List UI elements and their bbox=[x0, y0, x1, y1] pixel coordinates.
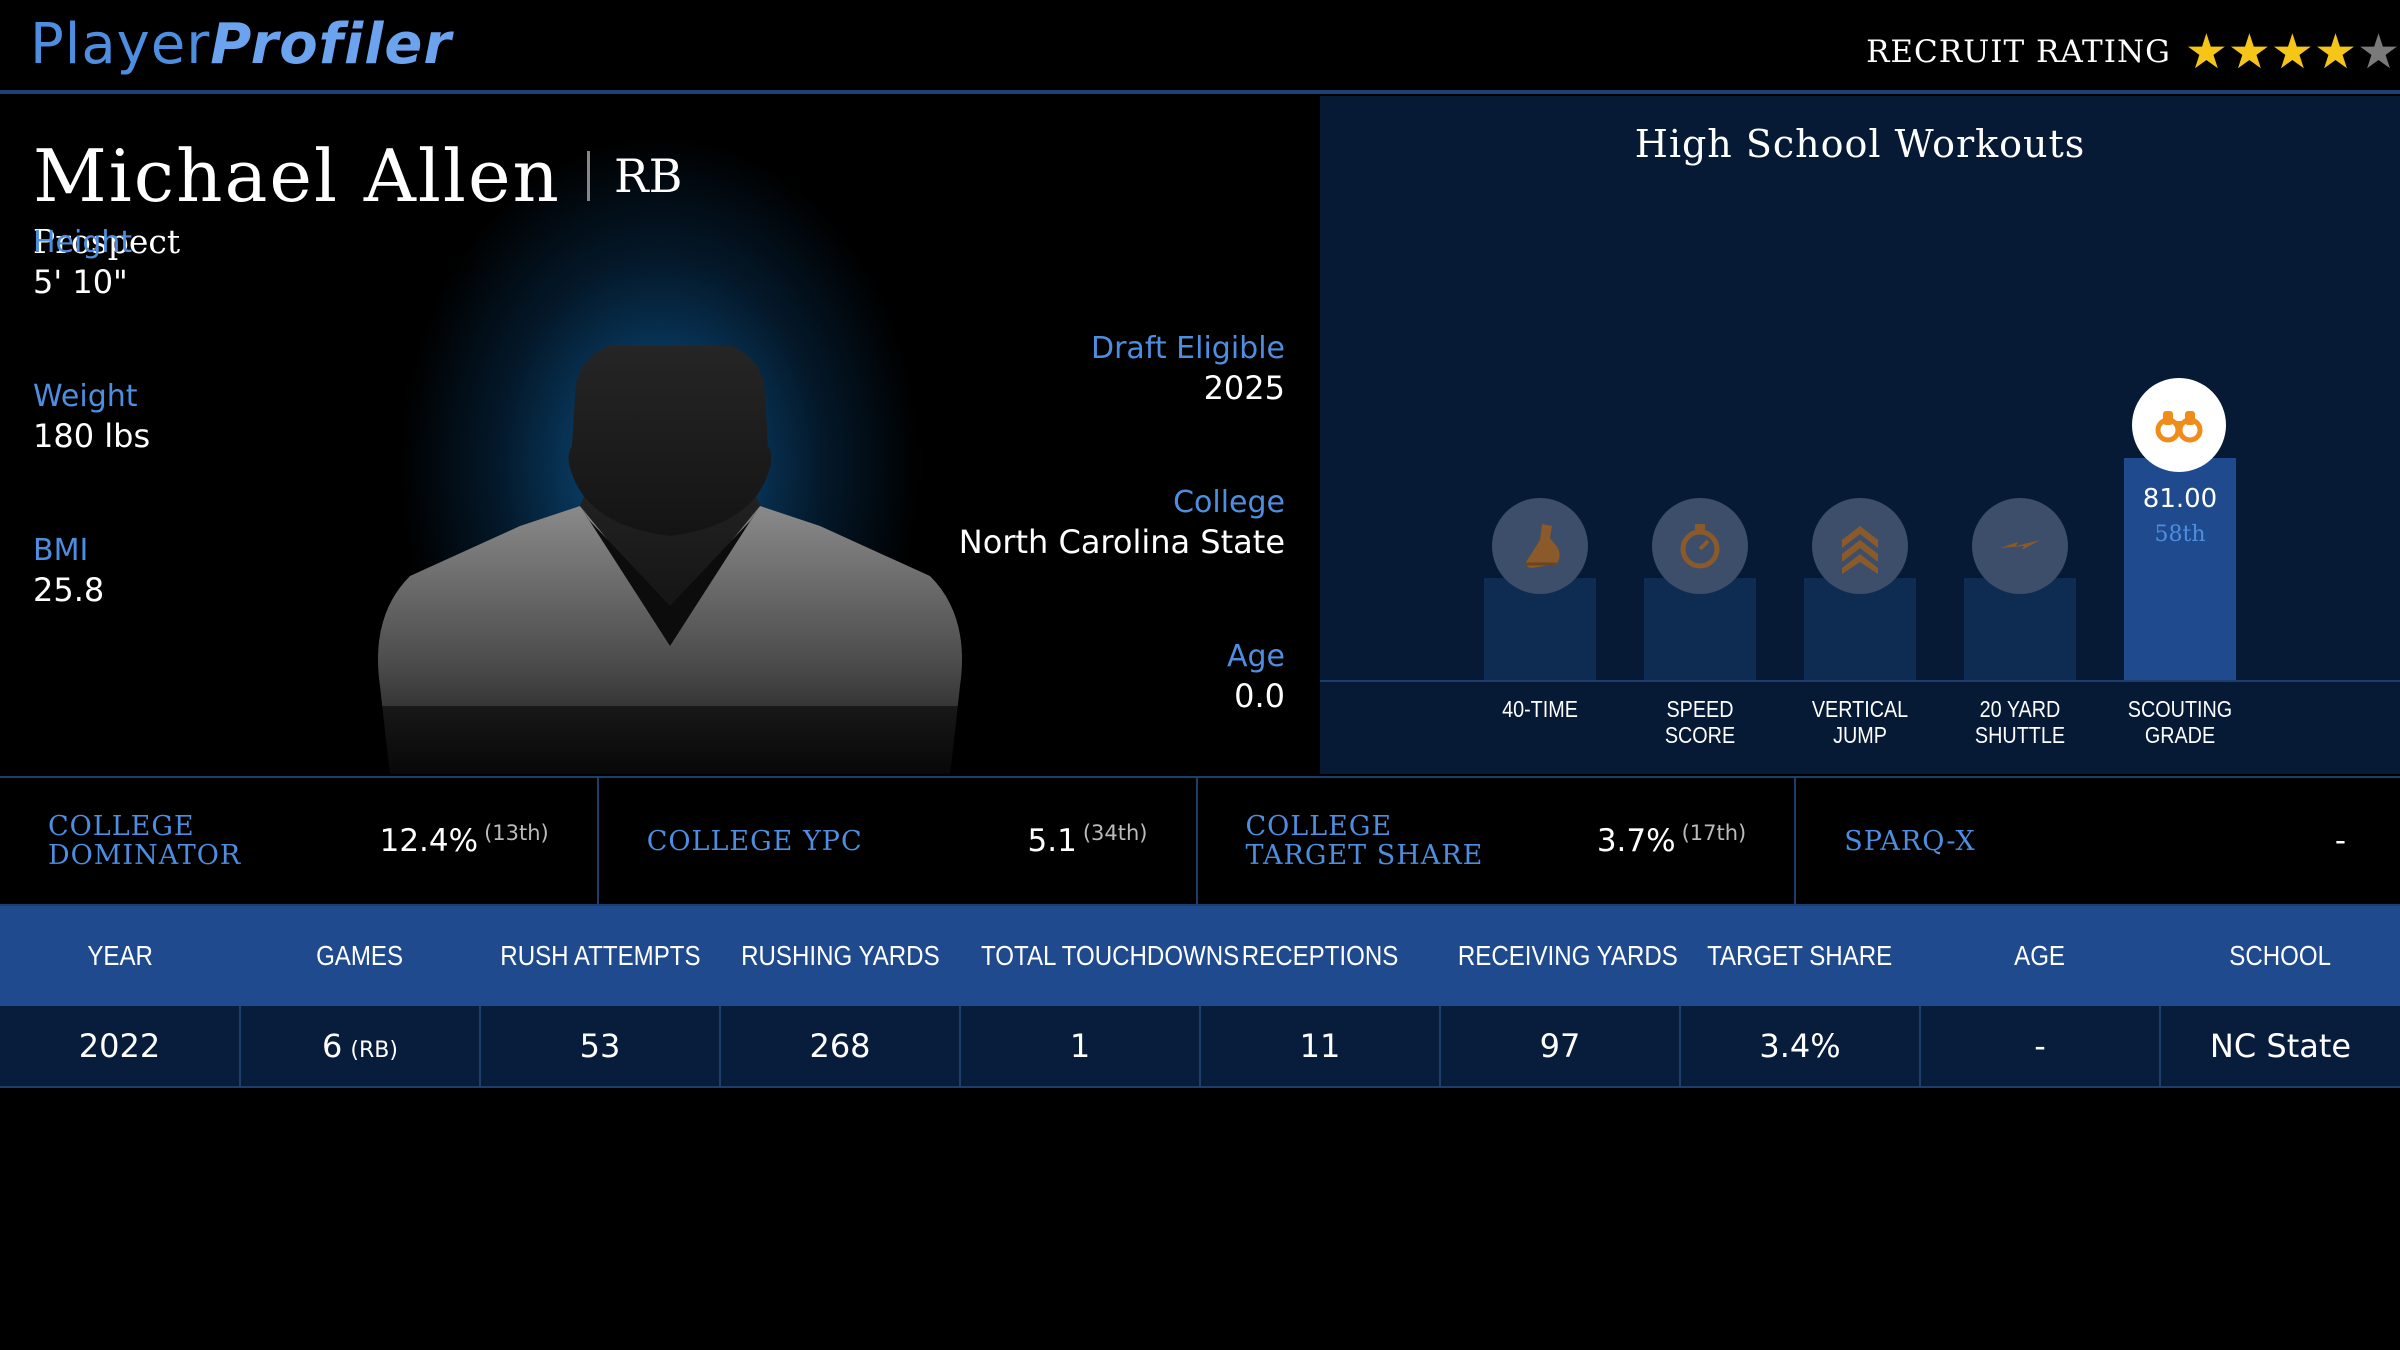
table-row: 2022 6 (RB) 53 268 1 11 97 3.4% - NC Stat… bbox=[0, 1006, 2400, 1088]
cell-receiving-yards: 97 bbox=[1440, 1006, 1681, 1088]
metric-value: - bbox=[2334, 823, 2346, 859]
star-filled-icon: ★ bbox=[2313, 24, 2357, 80]
workout-bar-20-yard-shuttle bbox=[1964, 578, 2076, 680]
col-header-school[interactable]: SCHOOL bbox=[2160, 906, 2400, 1006]
workout-bar-40-time bbox=[1484, 578, 1596, 680]
cell-rushing-yards: 268 bbox=[720, 1006, 961, 1088]
top-header: PlayerProfiler RECRUIT RATING ★★★★★ bbox=[0, 0, 2400, 94]
workouts-title: High School Workouts bbox=[1634, 122, 2086, 166]
binoculars-icon[interactable] bbox=[2132, 378, 2226, 472]
college-stat: College North Carolina State bbox=[959, 484, 1285, 562]
metric-sparq-x[interactable]: SPARQ-X - bbox=[1796, 776, 2400, 906]
cell-total-touchdowns: 1 bbox=[960, 1006, 1201, 1088]
player-position: RB bbox=[613, 149, 683, 203]
draft-eligible-label: Draft Eligible bbox=[1091, 331, 1285, 366]
scouting-grade-score: 81.00 bbox=[2142, 484, 2218, 514]
height-stat: Height 5' 10" bbox=[33, 224, 132, 302]
bmi-value: 25.8 bbox=[33, 571, 105, 609]
age-value: 0.0 bbox=[1234, 677, 1285, 715]
cell-games: 6 (RB) bbox=[240, 1006, 481, 1088]
workouts-baseline bbox=[1320, 680, 2400, 682]
col-header-age[interactable]: AGE bbox=[1920, 906, 2160, 1006]
workout-bar-vertical-jump bbox=[1804, 578, 1916, 680]
workout-bar-speed-score bbox=[1644, 578, 1756, 680]
cell-age: - bbox=[1920, 1006, 2161, 1088]
lightning-icon[interactable] bbox=[1972, 498, 2068, 594]
metric-value: 5.1 (34th) bbox=[1027, 821, 1148, 859]
metric-value: 12.4% (13th) bbox=[379, 821, 549, 859]
star-filled-icon: ★ bbox=[2184, 24, 2228, 80]
stopwatch-icon[interactable] bbox=[1652, 498, 1748, 594]
weight-value: 180 lbs bbox=[33, 417, 151, 455]
bmi-stat: BMI 25.8 bbox=[33, 532, 104, 610]
metric-label: COLLEGE TARGET SHARE bbox=[1245, 811, 1484, 871]
cell-rush-attempts: 53 bbox=[480, 1006, 721, 1088]
col-header-games[interactable]: GAMES bbox=[240, 906, 480, 1006]
weight-label: Weight bbox=[33, 379, 138, 414]
col-header-rush-attempts[interactable]: RUSH ATTEMPTS bbox=[480, 906, 720, 1006]
star-empty-icon: ★ bbox=[2356, 24, 2400, 80]
bmi-label: BMI bbox=[33, 533, 89, 568]
col-header-target-share[interactable]: TARGET SHARE bbox=[1680, 906, 1920, 1006]
player-profiler-logo[interactable]: PlayerProfiler bbox=[30, 10, 452, 80]
player-profile-panel: Michael Allen RB Prospect Height 5' 10" bbox=[0, 96, 1320, 774]
cell-year: 2022 bbox=[0, 1006, 241, 1088]
college-label: College bbox=[1173, 485, 1285, 520]
college-metrics-strip: COLLEGE DOMINATOR 12.4% (13th) COLLEGE YP… bbox=[0, 776, 2400, 906]
workout-label-scouting-grade: SCOUTING GRADE bbox=[2127, 696, 2233, 748]
workout-label-40-time: 40-TIME bbox=[1502, 696, 1578, 722]
col-header-year[interactable]: YEAR bbox=[0, 906, 240, 1006]
draft-eligible-stat: Draft Eligible 2025 bbox=[1091, 330, 1285, 408]
metric-label: SPARQ-X bbox=[1844, 825, 1976, 857]
star-filled-icon: ★ bbox=[2270, 24, 2314, 80]
chevrons-up-icon[interactable] bbox=[1812, 498, 1908, 594]
logo-text-player: Player bbox=[30, 12, 211, 77]
workout-label-20-yard-shuttle: 20 YARD SHUTTLE bbox=[1974, 696, 2066, 748]
college-value[interactable]: North Carolina State bbox=[958, 523, 1285, 561]
metric-label: COLLEGE DOMINATOR bbox=[48, 811, 242, 871]
recruit-rating: RECRUIT RATING ★★★★★ bbox=[1866, 22, 2400, 82]
shoe-icon[interactable] bbox=[1492, 498, 1588, 594]
metric-college-ypc[interactable]: COLLEGE YPC 5.1 (34th) bbox=[598, 776, 1198, 906]
workout-label-speed-score: SPEED SCORE bbox=[1664, 696, 1736, 748]
col-header-total-touchdowns[interactable]: TOTAL TOUCHDOWNS bbox=[960, 906, 1239, 1006]
col-header-receiving-yards[interactable]: RECEIVING YARDS bbox=[1440, 906, 1680, 1006]
scouting-grade-percentile: 58th bbox=[2154, 522, 2206, 547]
table-header-row: YEAR GAMES RUSH ATTEMPTS RUSHING YARDS T… bbox=[0, 906, 2400, 1006]
name-divider bbox=[586, 151, 590, 201]
metric-college-target-share[interactable]: COLLEGE TARGET SHARE 3.7% (17th) bbox=[1197, 776, 1797, 906]
player-name: Michael Allen bbox=[33, 134, 561, 218]
college-stats-table: YEAR GAMES RUSH ATTEMPTS RUSHING YARDS T… bbox=[0, 906, 2400, 1088]
col-header-receptions[interactable]: RECEPTIONS bbox=[1200, 906, 1440, 1006]
height-label: Height bbox=[33, 225, 133, 260]
recruit-rating-label: RECRUIT RATING bbox=[1866, 34, 2171, 70]
star-filled-icon: ★ bbox=[2227, 24, 2271, 80]
weight-stat: Weight 180 lbs bbox=[33, 378, 150, 456]
cell-receptions: 11 bbox=[1200, 1006, 1441, 1088]
workout-bar-scouting-grade bbox=[2124, 458, 2236, 680]
cell-school[interactable]: NC State bbox=[2160, 1006, 2400, 1088]
age-label: Age bbox=[1226, 639, 1285, 674]
metric-value: 3.7% (17th) bbox=[1596, 821, 1747, 859]
player-silhouette-image bbox=[370, 346, 970, 774]
draft-eligible-value: 2025 bbox=[1203, 369, 1285, 407]
height-value: 5' 10" bbox=[33, 263, 128, 301]
cell-target-share: 3.4% bbox=[1680, 1006, 1921, 1088]
player-status: Prospect bbox=[33, 222, 181, 261]
recruit-stars: ★★★★★ bbox=[2185, 27, 2400, 77]
metric-college-dominator[interactable]: COLLEGE DOMINATOR 12.4% (13th) bbox=[0, 776, 599, 906]
col-header-rushing-yards[interactable]: RUSHING YARDS bbox=[720, 906, 960, 1006]
player-name-row: Michael Allen RB bbox=[33, 131, 682, 221]
metric-label: COLLEGE YPC bbox=[646, 825, 863, 857]
age-stat: Age 0.0 bbox=[1227, 638, 1285, 716]
workout-label-vertical-jump: VERTICAL JUMP bbox=[1811, 696, 1909, 748]
high-school-workouts-panel: High School Workouts 81.00 58th 40-TIME … bbox=[1320, 96, 2400, 774]
logo-text-profiler: Profiler bbox=[210, 12, 453, 77]
